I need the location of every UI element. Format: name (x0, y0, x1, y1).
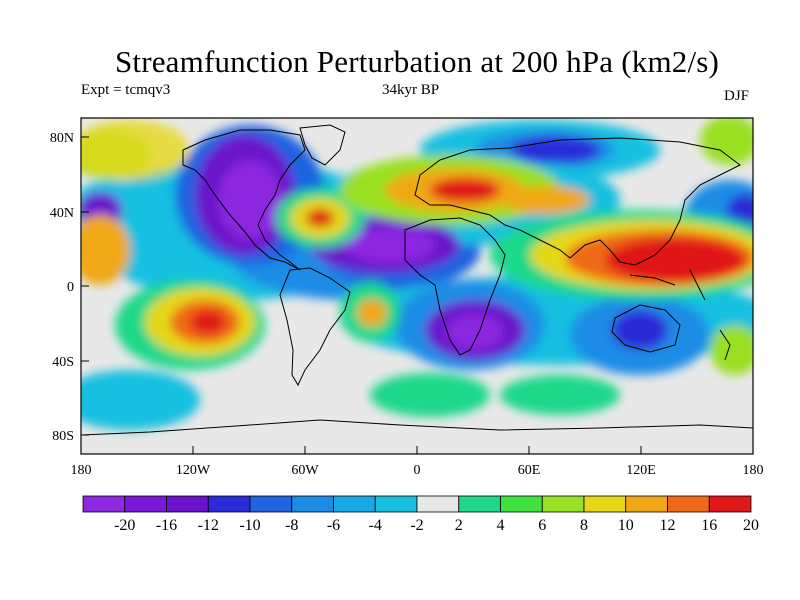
colorbar-swatch (249, 495, 293, 513)
lon-label-60w: 60W (291, 463, 319, 478)
colorbar-label: 20 (743, 517, 759, 534)
coastlines (81, 124, 753, 436)
lon-label-120e: 120E (626, 463, 656, 478)
lat-label-40n: 40N (50, 206, 74, 221)
colorbar-label: -6 (327, 517, 340, 534)
colorbar-label: 12 (660, 517, 676, 534)
map-title: Streamfunction Perturbation at 200 hPa (… (114, 44, 720, 79)
colorbar-label: -4 (369, 517, 382, 534)
lon-label-180w: 180 (71, 463, 92, 478)
lat-label-80n: 80N (50, 131, 74, 146)
lon-label-120w: 120W (176, 463, 211, 478)
colorbar-label: -12 (198, 517, 219, 534)
colorbar-swatch (708, 495, 752, 513)
lon-label-180e: 180 (743, 463, 764, 478)
colorbar-swatch (291, 495, 334, 513)
colorbar-swatch (207, 495, 251, 513)
lat-label-equator: 0 (67, 280, 74, 295)
colorbar-swatch (458, 495, 501, 513)
lat-label-80s: 80S (52, 429, 74, 444)
colorbar-swatch (667, 495, 710, 513)
colorbar-swatch (82, 495, 126, 513)
colorbar-label: -8 (285, 517, 298, 534)
colorbar-label: -10 (239, 517, 260, 534)
colorbar-swatch (124, 495, 167, 513)
lat-label-40s: 40S (52, 355, 74, 370)
axis-ticks (80, 136, 754, 454)
colorbar-label: -20 (114, 517, 135, 534)
colorbar-label: 10 (618, 517, 634, 534)
colorbar-label: 16 (701, 517, 717, 534)
colorbar-label: -16 (156, 517, 177, 534)
colorbar-swatch (333, 495, 376, 513)
colorbar-swatch (583, 495, 627, 513)
colorbar-swatch (416, 495, 460, 513)
colorbar-swatch (500, 495, 543, 513)
colorbar-label: 4 (497, 517, 505, 534)
colorbar: -20 -16 -12 -10 -8 -6 -4 -2 2 4 6 8 10 12 16 20 (82, 495, 759, 534)
period-label: 34kyr BP (382, 82, 440, 98)
season-label: DJF (724, 88, 750, 104)
colorbar-label: 6 (538, 517, 546, 534)
colorbar-swatch (166, 495, 209, 513)
lon-label-0: 0 (414, 463, 421, 478)
colorbar-label: 2 (455, 517, 463, 534)
colorbar-swatch (541, 495, 585, 513)
colorbar-label: 8 (580, 517, 588, 534)
colorbar-swatch (625, 495, 668, 513)
colorbar-swatch (374, 495, 418, 513)
experiment-label: Expt = tcmqv3 (81, 82, 171, 98)
colorbar-label: -2 (410, 517, 423, 534)
lon-label-60e: 60E (518, 463, 541, 478)
streamfunction-field (81, 118, 753, 454)
